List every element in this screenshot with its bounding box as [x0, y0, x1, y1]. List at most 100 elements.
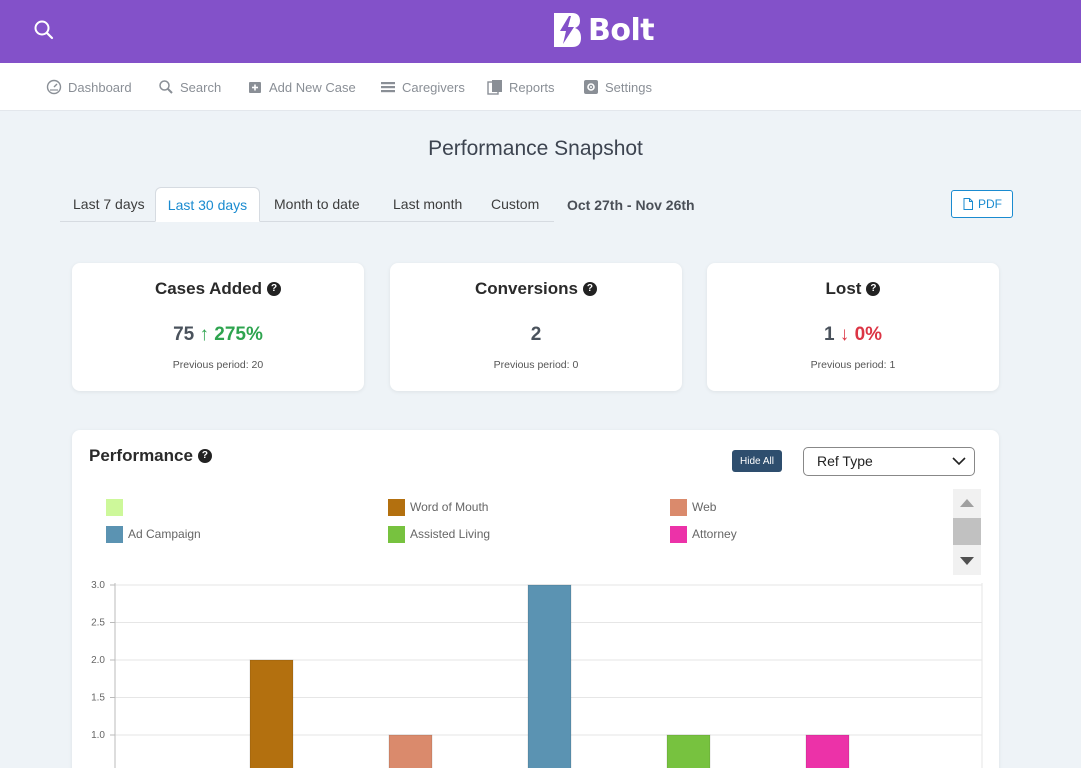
nav-item-add-new-case[interactable]: Add New Case — [247, 77, 356, 97]
y-tick-label: 1.5 — [91, 693, 105, 704]
stat-title-row: Conversions ? — [390, 279, 682, 299]
legend-label: Word of Mouth — [410, 500, 489, 514]
stat-change: ↓ 0% — [839, 324, 883, 345]
stat-card-cases-added: Cases Added ? 75 ↑ 275% Previous period:… — [72, 263, 364, 391]
nav-item-settings[interactable]: Settings — [583, 77, 652, 97]
tab-month-to-date[interactable]: Month to date — [274, 196, 360, 212]
nav-label: Reports — [509, 79, 555, 95]
stat-value-row: 75 ↑ 275% — [72, 324, 364, 346]
pdf-file-icon — [963, 198, 973, 210]
triangle-up-icon — [960, 499, 974, 507]
stat-title: Lost — [825, 279, 862, 298]
app-name: Bolt — [588, 12, 655, 48]
pdf-button[interactable]: PDF — [951, 190, 1013, 218]
legend-item[interactable]: Web — [670, 498, 716, 516]
bar — [666, 734, 711, 768]
stat-title: Cases Added — [154, 279, 263, 298]
legend-swatch — [670, 525, 687, 543]
nav-label: Dashboard — [68, 79, 132, 95]
legend-item[interactable] — [106, 498, 128, 516]
tab-last-30-days[interactable]: Last 30 days — [155, 187, 260, 222]
stat-change: ↑ 275% — [199, 324, 263, 345]
bar — [805, 734, 850, 768]
performance-card: Performance ? Hide All Ref Type Word of … — [72, 430, 999, 768]
legend-item[interactable]: Assisted Living — [388, 525, 490, 543]
scroll-up-button[interactable] — [953, 489, 981, 517]
period-tabs: Last 7 days Last 30 days Month to date L… — [60, 187, 554, 222]
main-nav: Dashboard Search Add New Case Caregivers… — [0, 63, 1081, 111]
page-title: Performance Snapshot — [428, 137, 643, 160]
triangle-down-icon — [960, 557, 974, 565]
chevron-down-icon — [952, 457, 966, 466]
legend-item[interactable]: Attorney — [670, 525, 737, 543]
reports-icon — [487, 80, 502, 95]
legend-swatch — [388, 525, 405, 543]
performance-title-row: Performance ? — [89, 446, 212, 466]
legend-item[interactable]: Ad Campaign — [106, 525, 201, 543]
stat-value: 2 — [530, 324, 542, 345]
legend-label: Web — [692, 500, 717, 514]
bar — [249, 659, 294, 768]
legend-scrollbar[interactable] — [953, 489, 981, 575]
pdf-button-label: PDF — [978, 197, 1002, 211]
legend-swatch — [388, 498, 405, 516]
nav-item-reports[interactable]: Reports — [487, 77, 555, 97]
nav-label: Search — [180, 79, 222, 95]
help-icon[interactable]: ? — [866, 282, 881, 296]
legend-item[interactable]: Word of Mouth — [388, 498, 488, 516]
tab-custom[interactable]: Custom — [491, 196, 540, 212]
search-icon[interactable] — [32, 18, 56, 42]
legend-swatch — [106, 525, 123, 543]
legend-swatch — [106, 498, 123, 516]
hide-all-button[interactable]: Hide All — [732, 450, 782, 472]
y-tick-label: 3.0 — [91, 580, 105, 591]
help-icon[interactable]: ? — [267, 282, 282, 296]
scrollbar-thumb[interactable] — [953, 518, 981, 545]
top-bar: Bolt — [0, 0, 1081, 63]
bolt-logo-icon — [554, 13, 581, 47]
stat-card-conversions: Conversions ? 2 Previous period: 0 — [390, 263, 682, 391]
dashboard-icon — [46, 79, 62, 95]
date-range: Oct 27th - Nov 26th — [567, 197, 695, 213]
list-icon — [381, 82, 395, 93]
scroll-down-button[interactable] — [953, 547, 981, 575]
nav-item-dashboard[interactable]: Dashboard — [46, 77, 132, 97]
stat-value-row: 1 ↓ 0% — [707, 324, 999, 346]
help-icon[interactable]: ? — [197, 449, 212, 463]
bar — [527, 584, 572, 768]
nav-label: Caregivers — [402, 79, 465, 95]
settings-icon — [584, 80, 598, 94]
tab-last-7-days[interactable]: Last 7 days — [73, 196, 145, 212]
nav-item-caregivers[interactable]: Caregivers — [380, 77, 465, 97]
stat-value-row: 2 — [390, 324, 682, 346]
ref-type-select[interactable]: Ref Type — [803, 447, 975, 476]
legend-label: Ad Campaign — [128, 527, 201, 541]
stat-previous: Previous period: 20 — [172, 359, 264, 371]
stat-value: 1 — [823, 324, 835, 345]
search-icon — [159, 80, 173, 94]
nav-label: Add New Case — [269, 79, 356, 95]
add-case-icon — [249, 82, 261, 93]
stat-previous: Previous period: 0 — [493, 359, 579, 371]
y-tick-label: 2.0 — [91, 655, 105, 666]
legend-label: Attorney — [692, 527, 737, 541]
nav-label: Settings — [605, 79, 652, 95]
legend-label: Assisted Living — [410, 527, 491, 541]
y-tick-label: 1.0 — [91, 730, 105, 741]
performance-chart: 0.51.01.52.02.53.0 — [91, 580, 983, 768]
y-tick-label: 2.5 — [91, 618, 105, 629]
stat-title: Conversions — [475, 279, 578, 298]
nav-item-search[interactable]: Search — [158, 77, 221, 97]
tab-last-month[interactable]: Last month — [393, 196, 463, 212]
stat-title-row: Lost ? — [707, 279, 999, 299]
stat-card-lost: Lost ? 1 ↓ 0% Previous period: 1 — [707, 263, 999, 391]
stat-previous: Previous period: 1 — [810, 359, 896, 371]
stat-value: 75 — [173, 324, 195, 345]
help-icon[interactable]: ? — [582, 282, 597, 296]
bar — [388, 734, 433, 768]
stat-title-row: Cases Added ? — [72, 279, 364, 299]
app-logo[interactable]: Bolt — [552, 10, 655, 50]
legend-swatch — [670, 498, 687, 516]
performance-title: Performance — [89, 446, 193, 465]
ref-type-value: Ref Type — [817, 453, 873, 469]
